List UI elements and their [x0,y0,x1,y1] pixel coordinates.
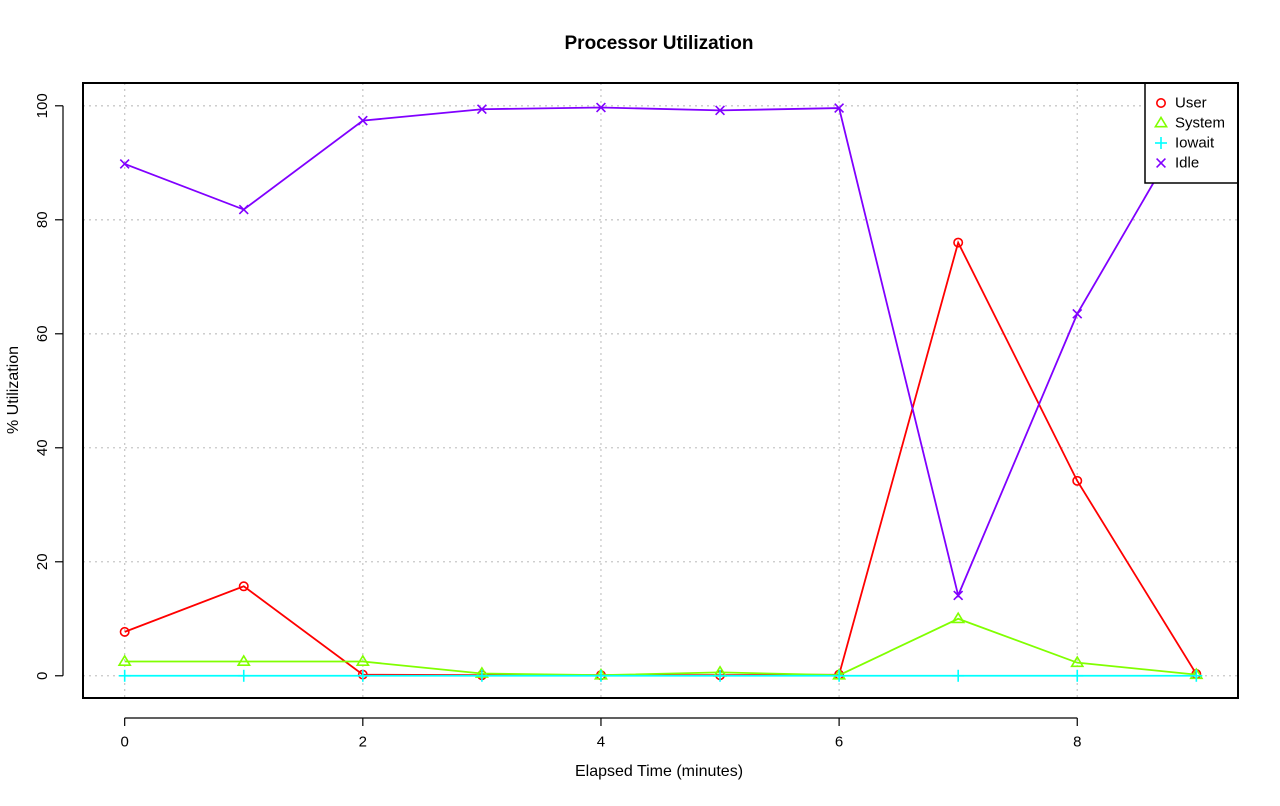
series-lines [117,102,1204,682]
series-line-system [124,617,1197,677]
data-point-idle [238,204,249,215]
y-axis-label: % Utilization [5,346,22,434]
series-idle [119,102,1202,601]
legend-marker-idle [1156,158,1166,168]
data-point-system [355,654,370,666]
data-point-idle [476,104,487,115]
data-point-idle [595,102,606,113]
legend-marker-system [1153,115,1169,128]
legend-marker-user [1156,98,1167,109]
series-line-idle [124,106,1198,599]
data-point-iowait [952,669,965,682]
data-point-iowait [833,669,846,682]
y-tick-label: 100 [34,93,51,118]
plot-frame [82,82,1239,699]
data-point-idle [834,103,845,114]
data-point-iowait [594,669,607,682]
data-point-system [117,654,132,666]
legend-marker-iowait [1155,137,1167,149]
data-point-iowait [356,669,369,682]
data-point-iowait [237,669,250,682]
gridlines [83,83,1238,698]
data-point-idle [357,115,368,126]
data-point-iowait [1190,669,1203,682]
data-point-idle [715,105,726,116]
legend-item-idle: Idle [1156,155,1199,172]
legend-item-user: User [1156,95,1207,112]
x-tick-label: 8 [1073,733,1081,750]
legend-label-system: System [1175,115,1225,132]
series-iowait [118,669,1203,682]
data-point-system [236,654,251,666]
data-point-idle [1072,308,1083,319]
legend-label-user: User [1175,95,1207,112]
legend-label-idle: Idle [1175,155,1199,172]
y-tick-label: 20 [34,553,51,570]
x-tick-label: 2 [359,733,367,750]
legend-item-iowait: Iowait [1155,135,1215,152]
data-point-iowait [714,669,727,682]
y-tick-label: 0 [34,672,51,680]
x-tick-label: 4 [597,733,605,750]
chart-title: Processor Utilization [565,33,754,54]
y-tick-label: 60 [34,325,51,342]
data-point-iowait [118,669,131,682]
x-tick-label: 0 [121,733,129,750]
x-axis-label: Elapsed Time (minutes) [575,763,743,780]
y-tick-label: 80 [34,211,51,228]
data-point-iowait [1071,669,1084,682]
x-tick-label: 6 [835,733,843,750]
data-point-idle [953,590,964,601]
data-point-system [951,611,966,624]
y-tick-label: 40 [34,439,51,456]
legend-label-iowait: Iowait [1175,135,1215,152]
data-point-user [238,581,249,592]
legend-item-system: System [1153,115,1225,132]
data-point-user [953,237,964,248]
data-point-user [1072,475,1083,486]
legend: User System Iowait Idle [1144,82,1239,184]
legend-box [1144,82,1239,184]
data-point-idle [119,158,130,169]
data-point-iowait [475,669,488,682]
data-point-system [1070,655,1085,668]
data-point-user [119,626,130,637]
